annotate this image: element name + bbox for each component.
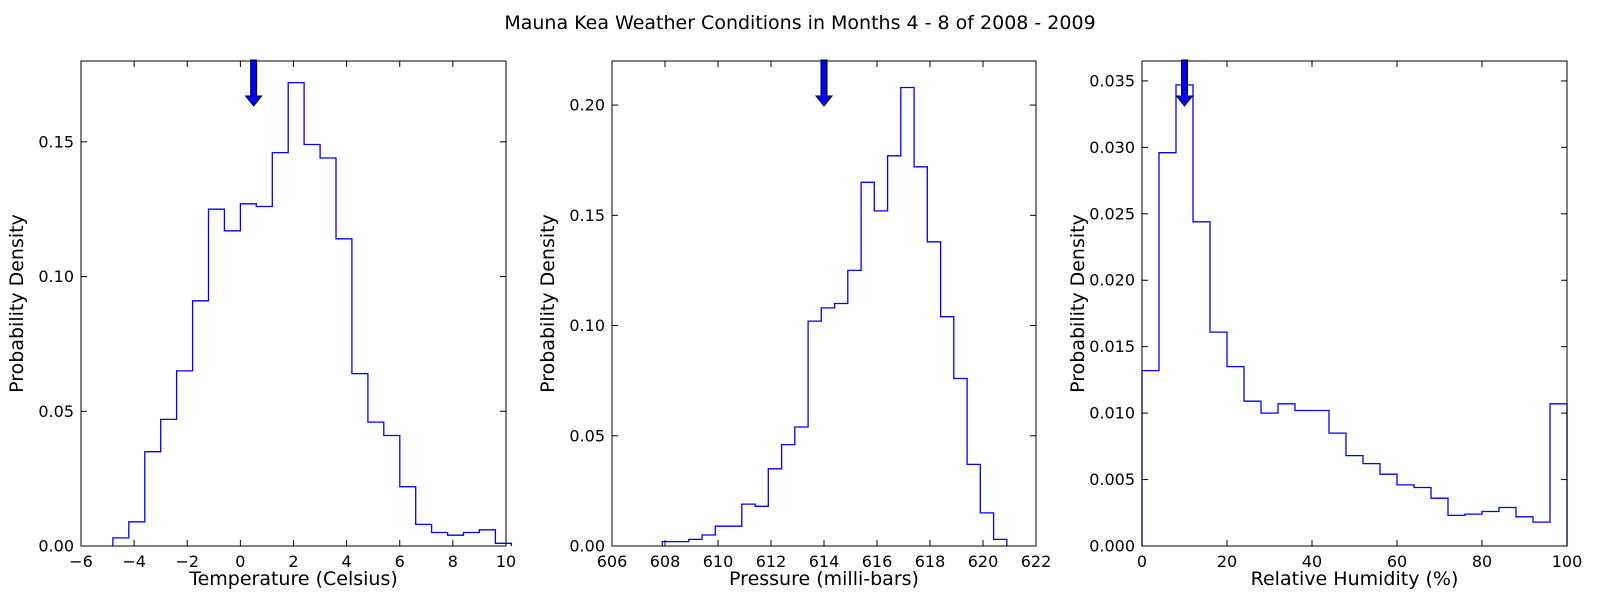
chart-panel-2: 606 608 610 612 614 616 618 620 622 0.00 0.05 0.10 0… (537, 59, 1052, 590)
axes-frame (1141, 60, 1568, 547)
y-tick-label: 0.035 (1089, 71, 1135, 90)
panels: −6 −4 −2 0 2 4 6 8 10 0.00 0.05 0.10 0.15 Temperature… (6, 59, 1583, 590)
x-axis-label: Relative Humidity (%) (1251, 568, 1459, 590)
down-arrow-icon (1175, 59, 1194, 107)
x-tick-label: 0 (235, 552, 245, 571)
x-tick-label: 6 (395, 552, 405, 571)
x-axis-label: Pressure (milli-bars) (729, 568, 919, 590)
x-tick-label: 10 (496, 552, 516, 571)
x-tick-label: −4 (122, 552, 146, 571)
y-tick-label: 0.000 (1089, 537, 1135, 556)
x-tick-label: −2 (175, 552, 199, 571)
x-tick-label: 60 (1387, 552, 1407, 571)
y-tick-label: 0.05 (569, 426, 605, 445)
y-tick-label: 0.025 (1089, 204, 1135, 223)
y-axis-label: Probability Density (1067, 214, 1089, 393)
y-axis-label: Probability Density (537, 214, 559, 393)
y-tick-label: 0.20 (569, 96, 605, 115)
down-arrow-icon (244, 59, 263, 107)
y-tick-label: 0.10 (569, 316, 605, 335)
y-tick-label: 0.00 (569, 537, 605, 556)
x-tick-label: 8 (448, 552, 458, 571)
x-tick-label: 0 (1137, 552, 1147, 571)
y-tick-label: 0.05 (38, 402, 74, 421)
histogram-series (661, 86, 1008, 546)
histogram-series (1141, 84, 1568, 546)
x-tick-label: 608 (650, 552, 681, 571)
x-tick-label: 20 (1217, 552, 1237, 571)
x-tick-label: 616 (862, 552, 893, 571)
y-tick-label: 0.020 (1089, 271, 1135, 290)
x-axis-label: Temperature (Celsius) (188, 568, 398, 590)
x-tick-label: 612 (756, 552, 787, 571)
x-tick-label: 614 (809, 552, 840, 571)
x-tick-label: 2 (288, 552, 298, 571)
y-tick-label: 0.005 (1089, 470, 1135, 489)
axes-frame (611, 60, 1037, 547)
down-arrow-icon (814, 59, 834, 107)
chart-panel-1: −6 −4 −2 0 2 4 6 8 10 0.00 0.05 0.10 0.15 Temperature… (6, 59, 516, 590)
x-tick-label: 622 (1021, 552, 1052, 571)
x-tick-label: 610 (703, 552, 734, 571)
x-tick-label: 618 (915, 552, 946, 571)
y-tick-label: 0.00 (38, 537, 74, 556)
x-tick-label: 40 (1302, 552, 1322, 571)
y-axis-label: Probability Density (6, 214, 28, 393)
x-tick-label: 606 (597, 552, 628, 571)
y-tick-label: 0.015 (1089, 337, 1135, 356)
y-tick-label: 0.15 (569, 206, 605, 225)
x-tick-label: 100 (1552, 552, 1583, 571)
y-tick-label: 0.010 (1089, 404, 1135, 423)
y-tick-label: 0.15 (38, 132, 74, 151)
y-tick-label: 0.030 (1089, 138, 1135, 157)
chart-panel-3: 0 20 40 60 80 100 0.000 0.005 0.010 0.015 0.020 0.0… (1067, 59, 1583, 590)
x-tick-label: 80 (1472, 552, 1492, 571)
x-tick-label: 620 (968, 552, 999, 571)
x-tick-label: 4 (342, 552, 352, 571)
histogram-series (112, 81, 512, 546)
figure-title: Mauna Kea Weather Conditions in Months 4… (504, 12, 1095, 34)
y-tick-label: 0.10 (38, 267, 74, 286)
x-tick-label: −6 (69, 552, 93, 571)
